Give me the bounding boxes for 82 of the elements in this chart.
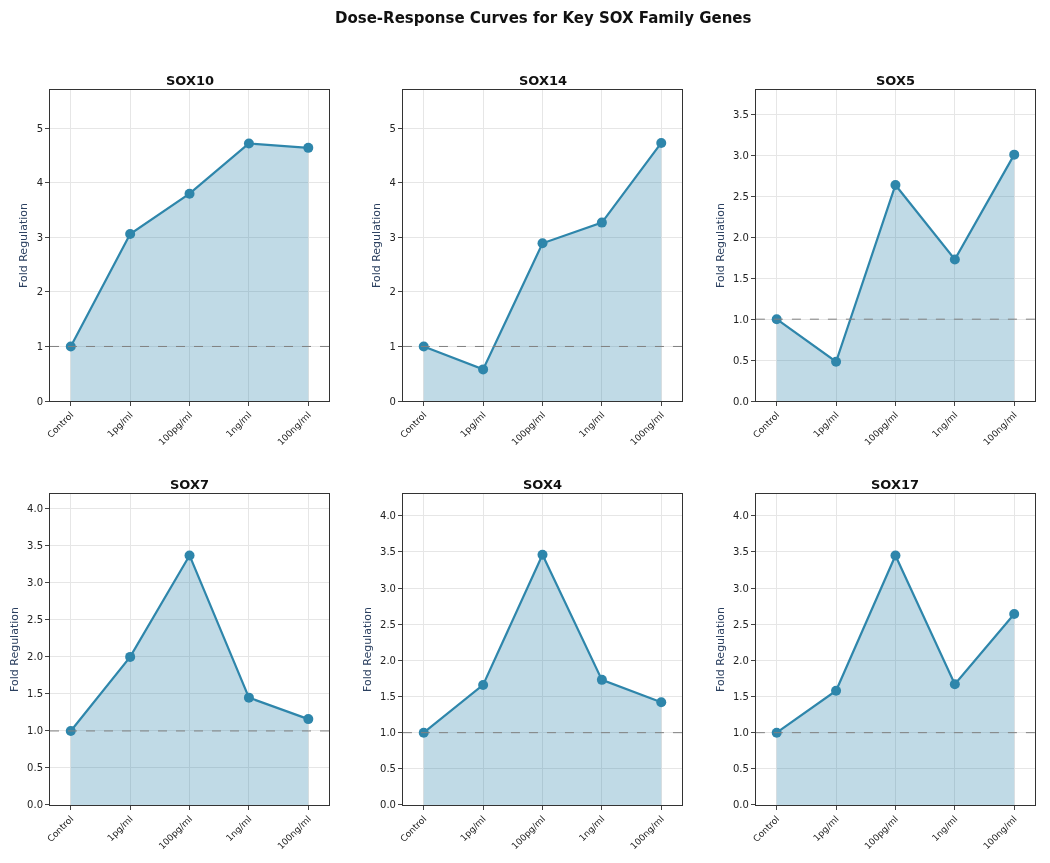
y-tick-label: 5	[36, 122, 43, 134]
chart-title: SOX17	[871, 477, 920, 492]
point	[303, 142, 314, 153]
y-tick-label: 5	[389, 122, 396, 134]
point	[831, 356, 842, 367]
y-tick-label: 1.5	[733, 691, 749, 703]
point	[596, 217, 607, 228]
point	[478, 364, 489, 375]
point	[1009, 609, 1020, 620]
y-tick-label: 0	[389, 395, 396, 407]
y-tick-label: 4	[36, 177, 43, 189]
y-tick-label: 1.0	[380, 727, 396, 739]
y-tick-label: 3.5	[380, 546, 396, 558]
y-tick-label: 3.5	[733, 546, 749, 558]
y-tick-label: 0.0	[733, 395, 749, 407]
y-tick-label: 1	[36, 340, 43, 352]
y-tick-label: 3.0	[733, 582, 749, 594]
point	[537, 549, 548, 560]
y-tick-label: 0	[36, 395, 43, 407]
y-tick-label: 2.5	[27, 614, 43, 626]
y-tick-label: 4.0	[733, 510, 749, 522]
y-tick-label: 3.5	[733, 109, 749, 121]
y-axis-title: Fold Regulation	[370, 203, 384, 288]
point	[184, 550, 195, 561]
y-tick-label: 4.0	[27, 503, 43, 515]
y-tick-label: 1.0	[733, 313, 749, 325]
y-tick-label: 0.5	[27, 762, 43, 774]
y-tick-label: 3	[389, 231, 396, 243]
y-tick-label: 0.0	[27, 799, 43, 811]
chart-title: SOX14	[519, 73, 568, 88]
point	[184, 188, 195, 199]
y-tick-label: 1.5	[27, 688, 43, 700]
y-tick-label: 0.5	[733, 763, 749, 775]
point	[125, 651, 136, 662]
point	[656, 697, 667, 708]
point	[890, 550, 901, 561]
y-tick-label: 0.0	[380, 799, 396, 811]
point	[656, 137, 667, 148]
y-tick-label: 4.0	[380, 510, 396, 522]
point	[125, 229, 136, 240]
y-tick-label: 2.0	[733, 231, 749, 243]
y-tick-label: 0.0	[733, 799, 749, 811]
text: Dose-Response Curves for Key SOX Family Genes	[335, 9, 752, 27]
point	[303, 714, 314, 725]
y-tick-label: 1.5	[733, 272, 749, 284]
y-tick-label: 3.0	[380, 582, 396, 594]
y-axis-title: Fold Regulation	[360, 607, 374, 692]
y-tick-label: 1	[389, 340, 396, 352]
y-tick-label: 0.5	[380, 763, 396, 775]
y-axis-title: Fold Regulation	[7, 607, 21, 692]
y-tick-label: 2.5	[733, 190, 749, 202]
point	[831, 685, 842, 696]
y-tick-label: 3	[36, 231, 43, 243]
y-tick-label: 0.5	[733, 354, 749, 366]
y-tick-label: 1.5	[380, 691, 396, 703]
y-tick-label: 3.5	[27, 540, 43, 552]
y-tick-label: 3.0	[733, 149, 749, 161]
y-tick-label: 1.0	[27, 725, 43, 737]
y-axis-title: Fold Regulation	[713, 607, 727, 692]
chart-title: SOX5	[876, 73, 916, 88]
point	[243, 138, 254, 149]
y-tick-label: 2.0	[733, 654, 749, 666]
point	[537, 238, 548, 249]
y-tick-label: 1.0	[733, 727, 749, 739]
y-tick-label: 4	[389, 177, 396, 189]
y-tick-label: 2	[389, 286, 396, 298]
chart-title: SOX7	[170, 477, 210, 492]
y-tick-label: 2	[36, 286, 43, 298]
point	[478, 679, 489, 690]
y-tick-label: 3.0	[27, 577, 43, 589]
chart-title: SOX4	[523, 477, 563, 492]
point	[1009, 149, 1020, 160]
y-tick-label: 2.5	[733, 618, 749, 630]
y-tick-label: 2.5	[380, 618, 396, 630]
point	[890, 179, 901, 190]
y-tick-label: 2.0	[27, 651, 43, 663]
y-tick-label: 2.0	[380, 654, 396, 666]
y-axis-title: Fold Regulation	[17, 203, 31, 288]
point	[949, 254, 960, 265]
chart-title: SOX10	[166, 73, 215, 88]
y-axis-title: Fold Regulation	[713, 203, 727, 288]
point	[949, 679, 960, 690]
